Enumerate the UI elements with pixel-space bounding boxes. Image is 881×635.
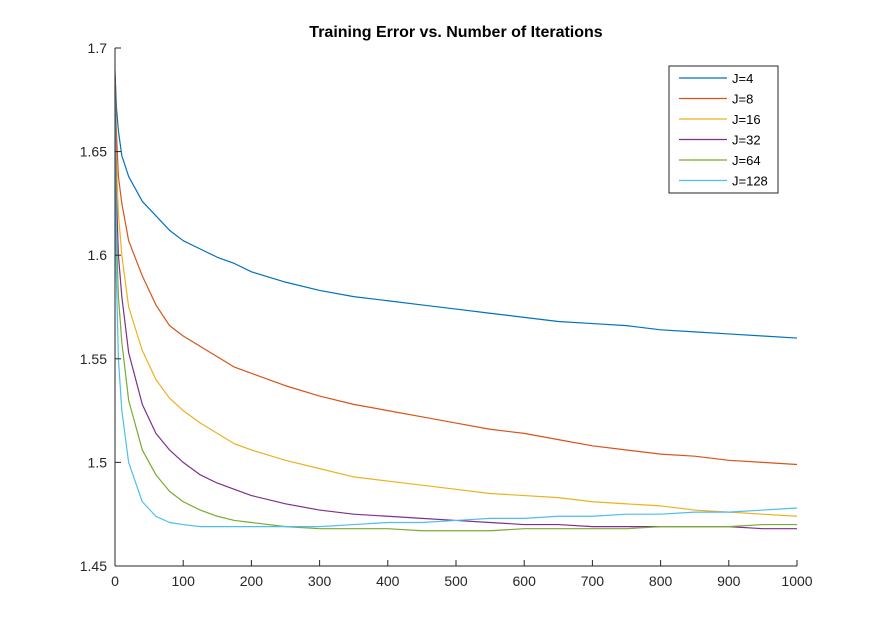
legend-label: J=64 <box>732 153 761 168</box>
y-tick-label: 1.6 <box>88 247 108 263</box>
x-tick-label: 700 <box>581 573 605 589</box>
legend: J=4 J=8 J=16 J=32 J=64 J=128 <box>668 65 779 194</box>
series-line-j-128 <box>114 93 798 528</box>
x-tick-label: 200 <box>240 573 264 589</box>
x-tick-label: 500 <box>444 573 468 589</box>
legend-label: J=4 <box>732 71 753 86</box>
y-tick-label: 1.45 <box>80 558 107 574</box>
legend-label: J=128 <box>732 174 768 189</box>
series-line-j-64 <box>114 89 797 532</box>
x-tick-label: 1000 <box>781 573 812 589</box>
chart-title: Training Error vs. Number of Iterations <box>309 24 602 41</box>
y-tick-label: 1.5 <box>88 454 108 470</box>
legend-label: J=8 <box>732 92 753 107</box>
series-line-j-16 <box>114 81 798 517</box>
y-tick-label: 1.7 <box>88 40 108 56</box>
y-axis-ticks: 1.45 1.5 1.55 1.6 1.65 1.7 <box>80 40 121 574</box>
x-tick-label: 300 <box>308 573 332 589</box>
series-line-j-8 <box>114 76 798 466</box>
x-tick-label: 0 <box>111 573 119 589</box>
y-tick-label: 1.65 <box>80 144 107 160</box>
legend-label: J=32 <box>732 133 761 148</box>
x-tick-label: 400 <box>376 573 400 589</box>
x-tick-label: 100 <box>172 573 196 589</box>
series-line-j-4 <box>114 70 798 339</box>
series-line-j-32 <box>114 85 797 530</box>
x-tick-label: 800 <box>649 573 673 589</box>
series-layer <box>114 70 798 532</box>
x-axis-ticks: 0 100 200 300 400 500 600 700 800 900 1000 <box>111 560 813 589</box>
x-tick-label: 900 <box>717 573 741 589</box>
legend-box <box>668 65 779 194</box>
y-tick-label: 1.55 <box>80 351 107 367</box>
x-tick-label: 600 <box>513 573 537 589</box>
legend-label: J=16 <box>732 112 761 127</box>
